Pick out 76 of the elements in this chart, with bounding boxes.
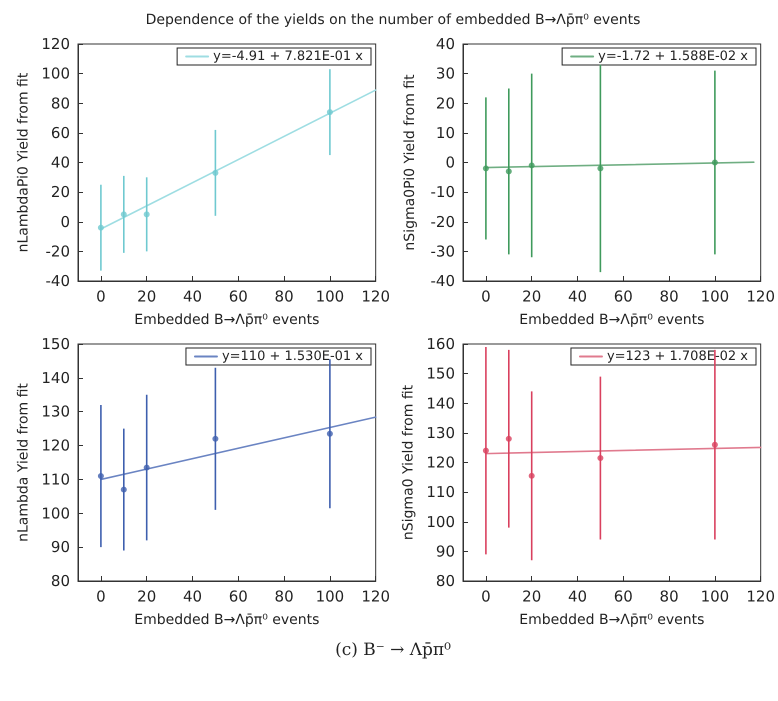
y-tick-label: 80 (50, 94, 70, 112)
x-tick-label: 60 (228, 288, 248, 306)
x-tick-label: 120 (361, 288, 390, 306)
y-tick-label: 20 (436, 94, 455, 112)
x-tick-label: 100 (700, 288, 730, 306)
y-tick-label: 90 (50, 538, 70, 556)
x-tick-label: 120 (746, 288, 776, 306)
y-tick-label: 90 (436, 542, 455, 560)
x-axis-title: Embedded B→Λp̄π⁰ events (519, 612, 704, 628)
x-tick-label: 0 (481, 288, 491, 306)
text: (c) B⁻ → Λp̄π⁰ (334, 640, 452, 660)
y-tick-label: 110 (41, 470, 70, 488)
x-tick-label: 20 (522, 288, 542, 306)
chart-title: Dependence of the yields on the number of embedded B→Λp̄π⁰ events (144, 11, 642, 30)
x-tick-label: 0 (481, 588, 491, 606)
x-tick-label: 80 (660, 288, 679, 306)
y-axis-title: nLambdaPi0 Yield from fit (15, 72, 32, 252)
y-axis-title: nSigma0Pi0 Yield from fit (402, 74, 418, 251)
x-tick-label: 80 (274, 588, 294, 606)
x-tick-label: 40 (568, 288, 588, 306)
y-tick-label: 110 (426, 483, 455, 502)
x-tick-label: 40 (182, 288, 202, 306)
y-tick-label: 120 (41, 436, 70, 455)
x-tick-label: 100 (316, 288, 344, 306)
x-tick-label: 80 (274, 288, 294, 306)
y-tick-label: 30 (436, 64, 455, 83)
y-tick-label: 60 (50, 124, 70, 142)
y-tick-label: 130 (426, 424, 455, 442)
x-tick-label: 0 (96, 588, 106, 606)
y-tick-label: 100 (426, 512, 455, 531)
x-axis-title: Embedded B→Λp̄π⁰ events (519, 312, 704, 328)
y-tick-label: 120 (41, 35, 70, 53)
y-tick-label: 0 (60, 212, 70, 231)
y-tick-label: 130 (41, 402, 70, 421)
x-tick-label: 0 (96, 288, 106, 306)
y-axis-title: nSigma0 Yield from fit (400, 384, 416, 540)
y-tick-label: 80 (50, 572, 70, 590)
x-tick-label: 60 (614, 588, 633, 606)
y-tick-label: -20 (46, 242, 70, 260)
y-tick-label: 150 (426, 364, 455, 383)
y-tick-label: 100 (41, 64, 70, 83)
x-tick-label: 100 (700, 588, 730, 606)
x-tick-label: 20 (137, 588, 156, 606)
x-axis-title: Embedded B→Λp̄π⁰ events (134, 612, 320, 628)
y-tick-label: -20 (430, 212, 455, 231)
y-tick-label: 0 (445, 154, 455, 172)
y-tick-label: 160 (426, 335, 455, 353)
x-tick-label: 120 (361, 588, 390, 606)
y-tick-label: 40 (50, 154, 70, 172)
y-tick-label: 80 (436, 572, 455, 590)
legend-label: y=-4.91 + 7.821E-01 x (213, 49, 364, 64)
x-tick-label: 80 (660, 588, 679, 606)
y-tick-label: -40 (430, 272, 455, 290)
y-tick-label: 20 (50, 183, 70, 202)
y-tick-label: 150 (41, 335, 70, 353)
y-tick-label: 40 (436, 35, 455, 53)
y-tick-label: 140 (426, 394, 455, 412)
x-tick-label: 120 (746, 588, 776, 606)
x-tick-label: 60 (614, 288, 633, 306)
y-tick-label: -10 (430, 183, 455, 202)
x-tick-label: 20 (522, 588, 542, 606)
x-tick-label: 40 (182, 588, 202, 606)
legend-label: y=110 + 1.530E-01 x (222, 349, 364, 364)
y-tick-label: -40 (46, 272, 70, 290)
x-tick-label: 60 (228, 588, 248, 606)
x-tick-label: 20 (137, 288, 156, 306)
y-tick-label: -30 (430, 242, 455, 260)
y-axis-title: nLambda Yield from fit (15, 382, 32, 542)
x-tick-label: 100 (316, 588, 344, 606)
x-tick-label: 40 (568, 588, 588, 606)
y-tick-label: 10 (436, 124, 455, 142)
y-tick-label: 140 (41, 368, 70, 387)
y-tick-label: 100 (41, 504, 70, 522)
y-tick-label: 120 (426, 454, 455, 472)
legend-label: y=-1.72 + 1.588E-02 x (598, 49, 748, 64)
x-axis-title: Embedded B→Λp̄π⁰ events (134, 312, 320, 328)
